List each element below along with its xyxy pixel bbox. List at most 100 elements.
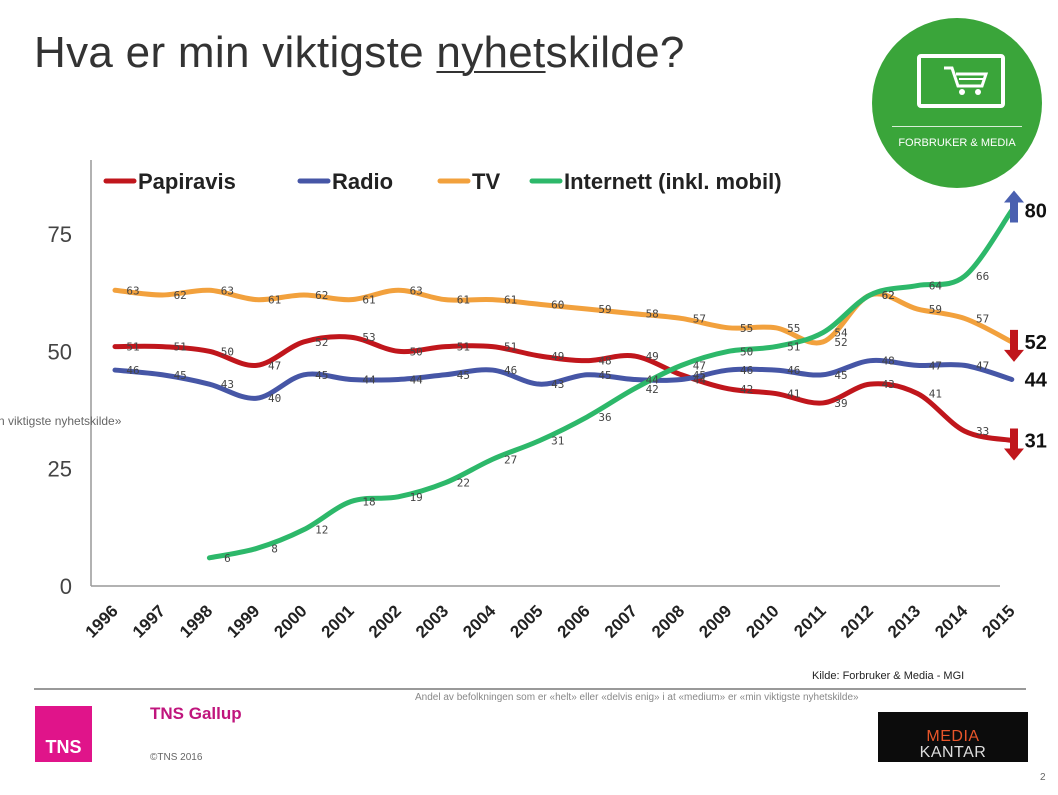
data-label: 50 (221, 345, 234, 358)
data-label: 47 (268, 359, 281, 372)
footnote-text: Andel av befolkningen som er «helt» elle… (415, 692, 859, 703)
y-tick-label: 75 (48, 222, 72, 247)
data-label: 51 (787, 341, 800, 354)
data-label: 54 (834, 327, 848, 340)
line-chart: Papiravis Radio TV Internett (inkl. mobil) … (48, 160, 1048, 642)
tns-logo-text: TNS (45, 737, 82, 757)
tv-shopping-cart-icon (917, 54, 1005, 108)
x-tick-label: 1998 (176, 601, 216, 641)
data-label: 42 (646, 383, 659, 396)
data-label: 46 (504, 364, 517, 377)
data-label: 61 (457, 294, 470, 307)
x-tick-label: 2011 (790, 601, 830, 641)
x-tick-label: 1997 (129, 601, 169, 641)
up-arrow-icon (1004, 190, 1024, 223)
data-label: 66 (976, 270, 989, 283)
media-text: MEDIA (926, 728, 980, 745)
x-tick-label: 2015 (978, 601, 1018, 641)
data-label: 43 (882, 378, 895, 391)
data-label: 33 (976, 425, 989, 438)
data-label: 55 (787, 322, 800, 335)
chart-trend-arrows (1004, 190, 1024, 461)
data-label: 60 (551, 298, 564, 311)
data-label: 59 (929, 303, 942, 316)
data-label: 44 (362, 373, 376, 386)
x-tick-label: 2012 (837, 601, 877, 641)
y-tick-label: 50 (48, 339, 72, 364)
source-text: Kilde: Forbruker & Media - MGI (812, 670, 965, 682)
data-label: 42 (740, 383, 753, 396)
data-label: 47 (693, 359, 706, 372)
footer-divider (34, 688, 1026, 690)
x-tick-label: 2007 (601, 601, 641, 641)
data-label: 8 (271, 542, 278, 555)
end-value-label: 52 (1025, 332, 1047, 354)
x-tick-label: 2004 (459, 601, 500, 642)
data-label: 59 (598, 303, 611, 316)
kantar-media-logo: KANTAR MEDIA (878, 712, 1028, 762)
y-tick-label: 25 (48, 457, 72, 482)
data-label: 22 (457, 477, 470, 490)
data-label: 45 (693, 369, 706, 382)
x-tick-label: 2006 (554, 601, 594, 641)
data-label: 19 (410, 491, 423, 504)
legend-label: Internett (inkl. mobil) (564, 169, 782, 194)
data-label: 53 (362, 331, 375, 344)
data-label: 50 (740, 345, 753, 358)
data-label: 61 (504, 294, 517, 307)
end-value-label: 80 (1025, 200, 1047, 222)
data-label: 46 (740, 364, 753, 377)
data-label: 48 (882, 355, 895, 368)
data-label: 62 (174, 289, 187, 302)
data-label: 61 (362, 294, 375, 307)
data-label: 46 (126, 364, 139, 377)
data-label: 55 (740, 322, 753, 335)
x-tick-label: 2001 (318, 601, 358, 641)
data-label: 64 (929, 280, 943, 293)
x-tick-label: 2008 (648, 601, 688, 641)
data-label: 45 (174, 369, 187, 382)
legend-label: TV (472, 169, 500, 194)
data-label: 44 (693, 373, 707, 386)
y-tick-label: 0 (60, 574, 72, 599)
data-label: 49 (646, 350, 659, 363)
x-tick-label: 2003 (412, 601, 452, 641)
chart-legend: Papiravis Radio TV Internett (inkl. mobil) (103, 169, 782, 194)
x-tick-label: 2000 (270, 601, 310, 641)
x-tick-label: 1996 (82, 601, 122, 641)
data-label: 62 (882, 289, 895, 302)
tns-gallup-brand: TNS Gallup (150, 704, 242, 723)
data-label: 47 (929, 359, 942, 372)
data-label: 45 (457, 369, 470, 382)
series-line (206, 207, 1015, 561)
data-label: 44 (646, 373, 660, 386)
data-label: 62 (882, 289, 895, 302)
data-label: 52 (834, 336, 847, 349)
data-label: 48 (598, 355, 611, 368)
badge-divider (892, 126, 1022, 127)
y-axis-label-fragment: n viktigste nyhetskilde» (0, 414, 122, 428)
copyright-text: ©TNS 2016 (150, 752, 203, 763)
data-label: 49 (551, 350, 564, 363)
legend-label: Radio (332, 169, 393, 194)
end-value-label: 44 (1025, 369, 1048, 391)
x-tick-label: 2014 (931, 601, 972, 642)
x-tick-label: 2010 (742, 601, 782, 641)
x-tick-label: 1999 (223, 601, 263, 641)
chart-series (112, 207, 1015, 561)
data-label: 43 (551, 378, 564, 391)
data-label: 41 (787, 388, 800, 401)
kantar-text: KANTAR (919, 744, 987, 761)
data-label: 18 (362, 496, 375, 509)
series-line (112, 334, 1015, 443)
data-label: 50 (410, 345, 423, 358)
data-label: 63 (410, 284, 423, 297)
data-label: 61 (268, 294, 281, 307)
end-value-label: 31 (1025, 430, 1047, 452)
data-label: 57 (693, 312, 706, 325)
legend-label: Papiravis (138, 169, 236, 194)
data-label: 45 (598, 369, 611, 382)
x-tick-label: 2013 (884, 601, 924, 641)
tns-logo: TNS (35, 706, 92, 762)
